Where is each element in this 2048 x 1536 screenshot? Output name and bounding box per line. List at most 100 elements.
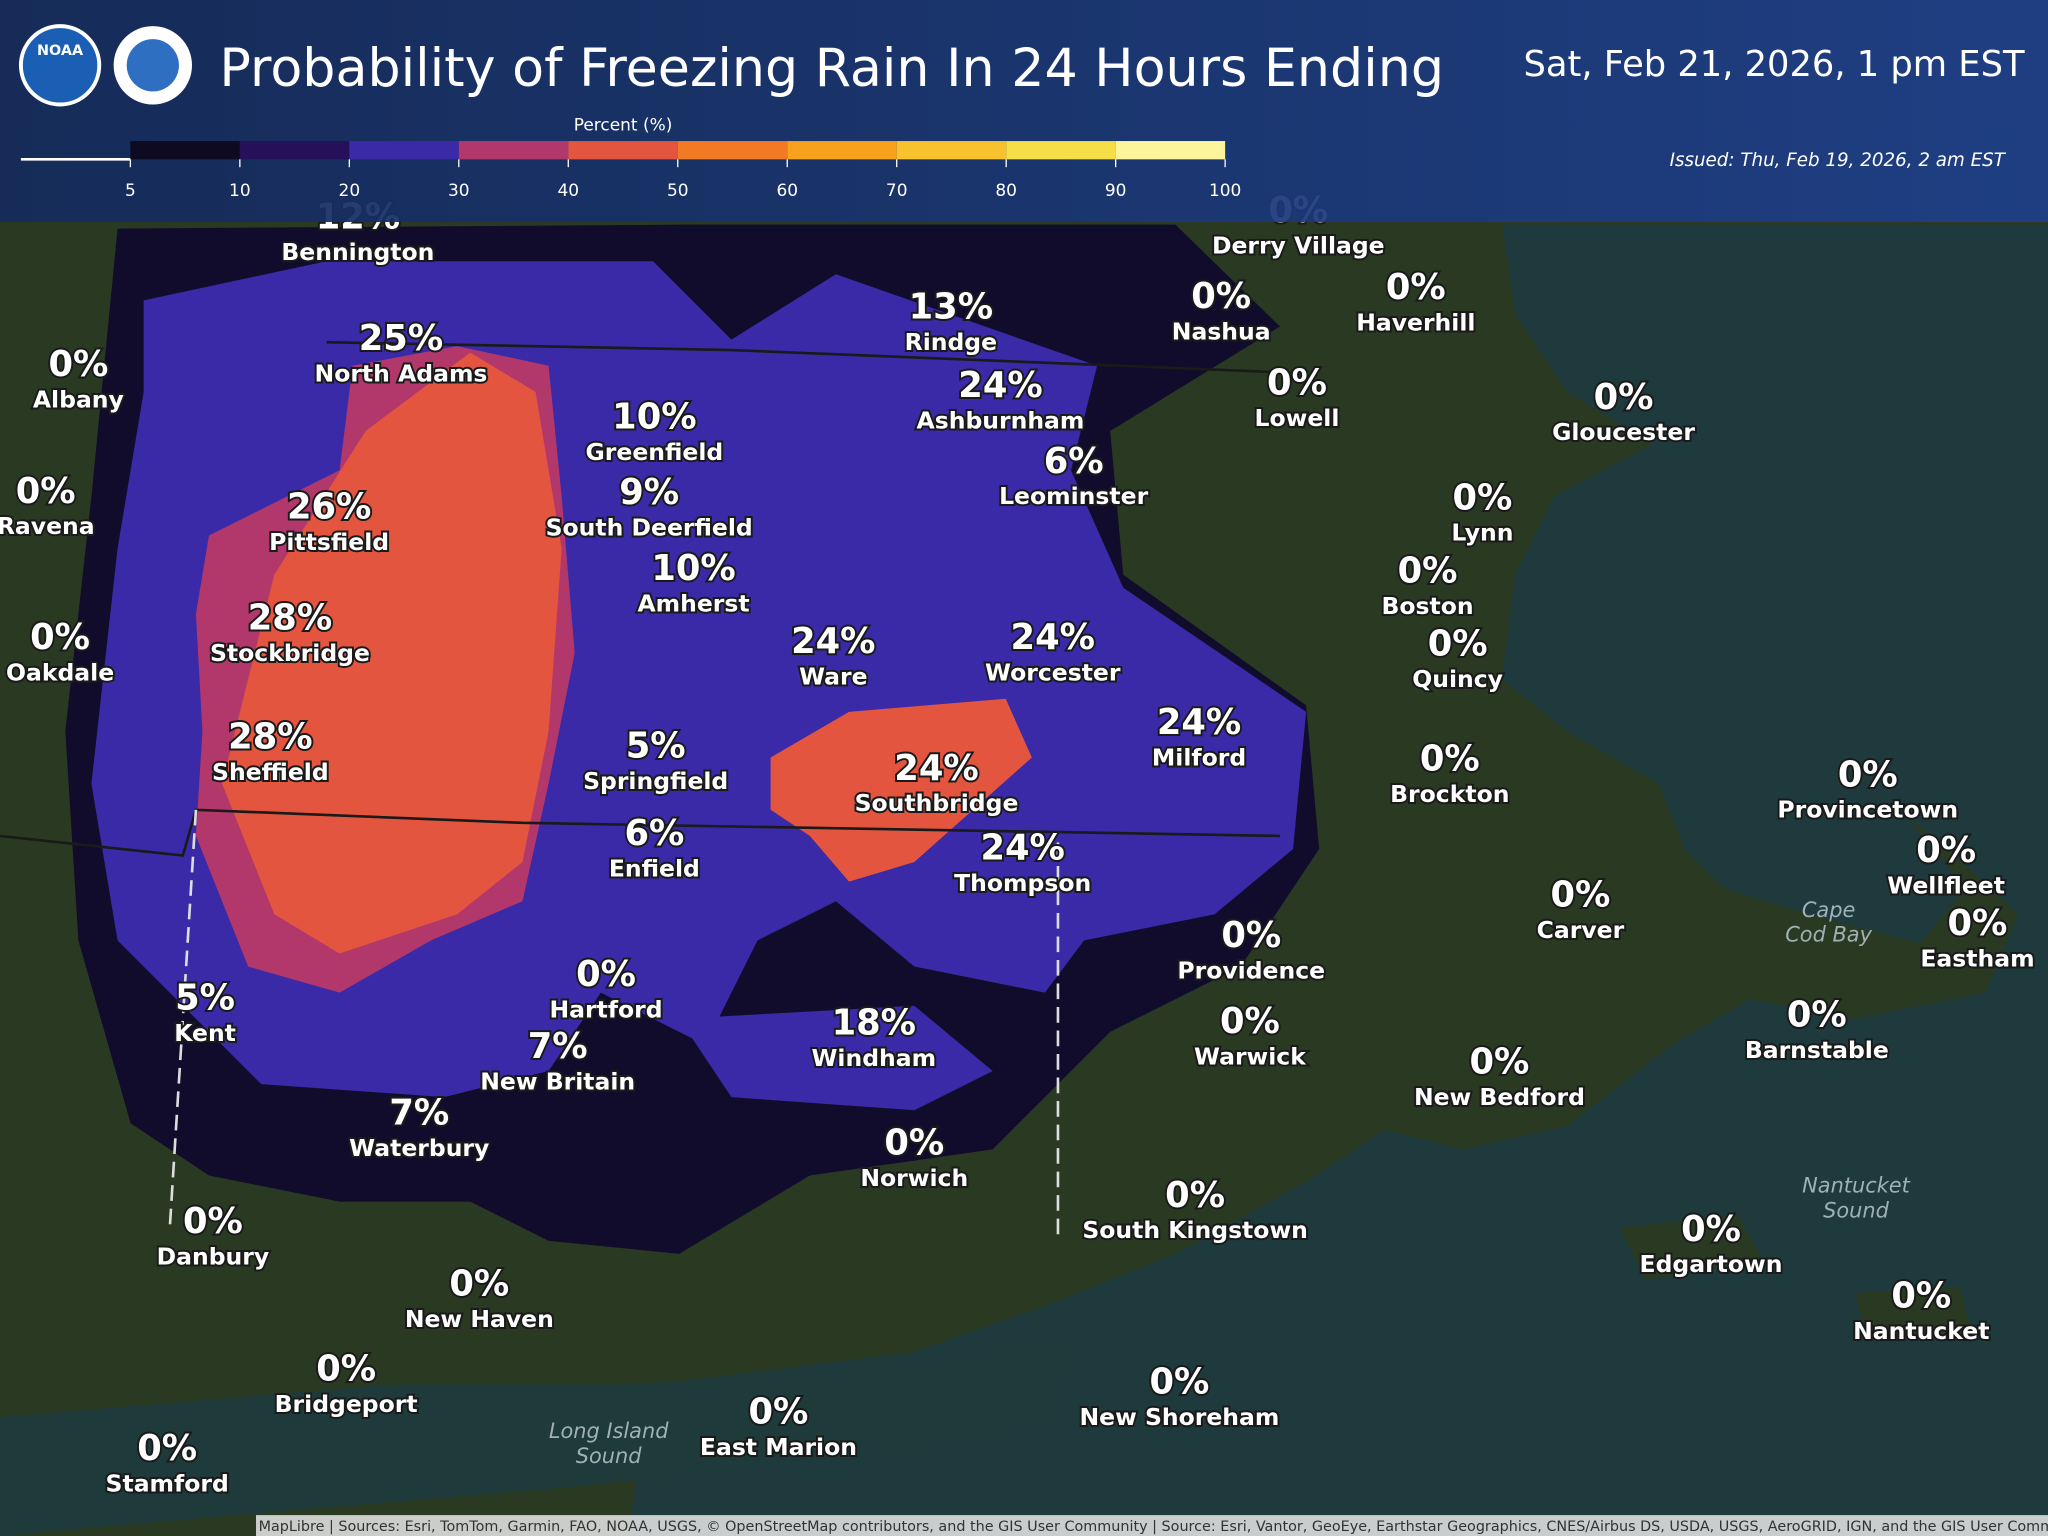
- place-name: Carver: [1537, 916, 1625, 944]
- legend-tick-label: 60: [776, 181, 798, 201]
- place-name: Stamford: [106, 1470, 229, 1498]
- place-name: South Deerfield: [546, 514, 753, 542]
- place-name: Providence: [1177, 956, 1325, 984]
- legend-tick-label: 5: [125, 181, 136, 201]
- legend-swatch: [1006, 141, 1116, 160]
- place-name: Amherst: [637, 589, 749, 617]
- place-name: Warwick: [1194, 1042, 1307, 1070]
- place-name: South Kingstown: [1082, 1216, 1308, 1244]
- legend-title: Percent (%): [574, 116, 673, 136]
- place-probability: 24%: [981, 827, 1065, 868]
- place-probability: 0%: [576, 954, 636, 995]
- place-probability: 0%: [1838, 754, 1898, 795]
- legend-swatch: [239, 141, 350, 160]
- legend-tick-label: 40: [557, 181, 579, 201]
- place-probability: 0%: [1386, 267, 1446, 308]
- issued-time: Issued: Thu, Feb 19, 2026, 2 am EST: [1670, 150, 2007, 171]
- place-probability: 0%: [1916, 830, 1976, 871]
- legend-swatch: [677, 141, 788, 160]
- place-name: Hartford: [549, 995, 662, 1023]
- place-probability: 28%: [248, 598, 332, 639]
- place-name: Rindge: [905, 328, 997, 356]
- place-probability: 0%: [1220, 1001, 1280, 1042]
- place-name: New Bedford: [1414, 1083, 1585, 1111]
- place-name: Windham: [811, 1044, 936, 1072]
- place-name: Ashburnham: [917, 406, 1085, 434]
- place-name: Danbury: [157, 1242, 270, 1270]
- legend-tick-label: 10: [229, 181, 251, 201]
- place-probability: 5%: [175, 978, 235, 1019]
- place-probability: 25%: [359, 318, 443, 359]
- place-probability: 0%: [1165, 1175, 1225, 1216]
- place-name: Albany: [33, 386, 124, 414]
- attribution: MapLibre | Sources: Esri, TomTom, Garmin…: [259, 1519, 2048, 1535]
- place-name: Enfield: [609, 854, 700, 882]
- place-probability: 0%: [884, 1123, 944, 1164]
- place-name: Brockton: [1390, 780, 1509, 808]
- legend-swatch: [568, 141, 678, 160]
- place-probability: 0%: [137, 1428, 197, 1469]
- place-probability: 0%: [1420, 739, 1480, 780]
- legend-tick-label: 30: [448, 181, 470, 201]
- legend-tick-label: 50: [667, 181, 689, 201]
- place-name: Thompson: [954, 869, 1091, 897]
- place-name: Wellfleet: [1887, 871, 2005, 899]
- water-label: Long Island: [549, 1419, 669, 1443]
- noaa-logo: [18, 24, 102, 107]
- attribution-bar: [256, 1515, 2048, 1536]
- place-name: Greenfield: [586, 438, 724, 466]
- place-name: Haverhill: [1356, 308, 1475, 336]
- place-name: Sheffield: [212, 758, 329, 786]
- place-name: North Adams: [315, 359, 488, 387]
- place-probability: 13%: [909, 287, 993, 328]
- place-probability: 28%: [228, 716, 312, 757]
- legend-tick-label: 20: [339, 181, 361, 201]
- place-name: Oakdale: [6, 658, 114, 686]
- place-probability: 10%: [651, 548, 735, 589]
- place-probability: 0%: [1948, 903, 2008, 944]
- place-probability: 7%: [528, 1026, 588, 1067]
- water-label: Sound: [1823, 1198, 1889, 1222]
- place-probability: 0%: [1221, 915, 1281, 956]
- place-name: Waterbury: [349, 1134, 489, 1162]
- place-probability: 10%: [612, 396, 696, 437]
- place-name: Lynn: [1451, 519, 1513, 547]
- place-probability: 24%: [894, 748, 978, 789]
- place-probability: 24%: [958, 365, 1042, 406]
- place-probability: 24%: [1011, 617, 1095, 658]
- title: Probability of Freezing Rain In 24 Hours…: [219, 39, 1444, 99]
- legend-swatch: [458, 141, 569, 160]
- legend-swatch: [130, 141, 240, 160]
- legend-swatch: [349, 141, 459, 160]
- place-probability: 0%: [1550, 874, 1610, 915]
- place-probability: 0%: [1453, 477, 1513, 518]
- place-name: Kent: [174, 1019, 236, 1047]
- place-probability: 0%: [183, 1201, 243, 1242]
- legend-tick-label: 70: [886, 181, 908, 201]
- place-probability: 6%: [624, 813, 684, 854]
- legend-swatch: [1115, 141, 1226, 160]
- legend-tick-label: 80: [995, 181, 1017, 201]
- place-name: Provincetown: [1777, 796, 1958, 824]
- place-probability: 0%: [1267, 362, 1327, 403]
- place-name: New Shoreham: [1079, 1403, 1279, 1431]
- place-probability: 26%: [287, 487, 371, 528]
- place-probability: 0%: [749, 1392, 809, 1433]
- valid-time: Sat, Feb 21, 2026, 1 pm EST: [1524, 44, 2025, 85]
- place-probability: 0%: [316, 1349, 376, 1390]
- nws-logo-inner: [126, 39, 179, 92]
- place-name: Gloucester: [1552, 418, 1695, 446]
- place-name: New Haven: [405, 1305, 554, 1333]
- place-name: Pittsfield: [269, 528, 389, 556]
- place-name: Boston: [1382, 592, 1474, 620]
- legend-tick-label: 90: [1105, 181, 1127, 201]
- place-name: Nantucket: [1853, 1317, 1989, 1345]
- water-label: Cod Bay: [1785, 923, 1872, 947]
- place-probability: 6%: [1044, 441, 1104, 482]
- place-name: Nashua: [1172, 318, 1271, 346]
- place-name: New Britain: [480, 1067, 635, 1095]
- place-probability: 0%: [16, 471, 76, 512]
- noaa-logo-text: NOAA: [37, 43, 84, 59]
- place-name: Milford: [1152, 743, 1246, 771]
- place-name: Barnstable: [1745, 1036, 1889, 1064]
